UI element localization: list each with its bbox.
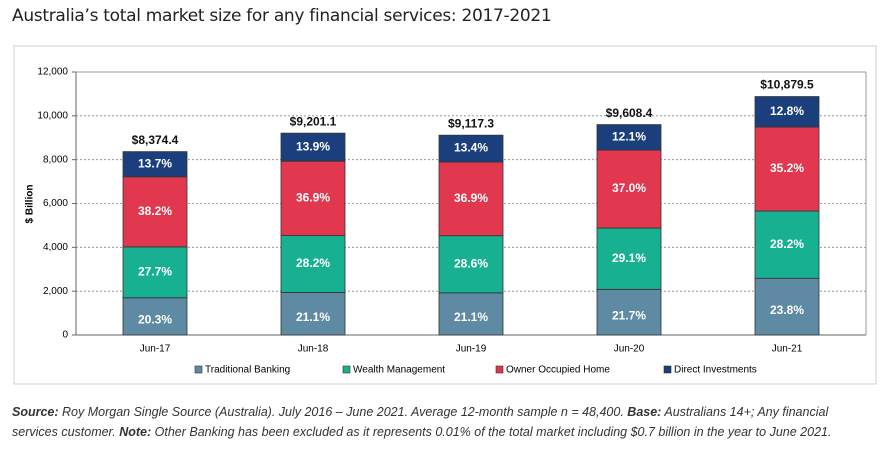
y-axis-label: $ Billion xyxy=(25,185,36,224)
bar-segment xyxy=(122,246,188,299)
y-tick-label: 10,000 xyxy=(37,110,68,121)
bar-segment xyxy=(122,176,188,248)
y-tick-label: 2,000 xyxy=(43,286,68,297)
bar-segment xyxy=(754,210,820,279)
legend-label: Direct Investments xyxy=(674,365,757,376)
legend-swatch xyxy=(194,365,203,374)
footnote-part: Other Banking has been excluded as it re… xyxy=(151,425,832,439)
chart-frame xyxy=(13,45,877,385)
bar-segment xyxy=(438,292,504,336)
bar-segment xyxy=(122,151,188,178)
bar-segment xyxy=(754,96,820,128)
total-label: $8,374.4 xyxy=(132,133,179,147)
data-label: 28.2% xyxy=(770,237,804,251)
footnote-part: Base: xyxy=(627,405,662,419)
data-label: 37.0% xyxy=(612,181,646,195)
data-label: 29.1% xyxy=(612,251,646,265)
footnote-part: Note: xyxy=(119,425,152,439)
data-label: 36.9% xyxy=(296,191,330,205)
y-tick-label: 6,000 xyxy=(43,198,68,209)
footnote-part: Australians 14+; Any financial services … xyxy=(12,405,829,439)
legend-swatch xyxy=(342,365,351,374)
bar-segment xyxy=(438,134,504,163)
bar-segment xyxy=(596,288,662,336)
total-label: $9,117.3 xyxy=(448,116,494,130)
data-label: 13.4% xyxy=(454,141,488,155)
data-label: 35.2% xyxy=(770,161,804,175)
x-tick-label: Jun-17 xyxy=(140,344,171,355)
bar-segment xyxy=(438,235,504,294)
bar-segment xyxy=(280,292,346,336)
data-label: 21.7% xyxy=(612,308,646,322)
bar-segment xyxy=(754,126,820,212)
data-label: 38.2% xyxy=(138,204,172,218)
x-tick-label: Jun-18 xyxy=(298,344,329,355)
data-label: 12.1% xyxy=(612,130,646,144)
footnote-part: Roy Morgan Single Source (Australia). Ju… xyxy=(58,405,628,419)
data-label: 28.2% xyxy=(296,256,330,270)
x-tick-label: Jun-21 xyxy=(772,344,803,355)
y-tick-label: 4,000 xyxy=(43,242,68,253)
data-label: 27.7% xyxy=(138,264,172,278)
data-label: 23.8% xyxy=(770,303,804,317)
bar-segment xyxy=(596,149,662,229)
bar-segment xyxy=(280,132,346,162)
bar-segment xyxy=(596,227,662,290)
y-tick-label: 0 xyxy=(62,330,68,341)
legend-label: Traditional Banking xyxy=(205,365,290,376)
total-label: $10,879.5 xyxy=(760,78,814,92)
data-label: 28.6% xyxy=(454,256,488,270)
data-label: 20.3% xyxy=(138,313,172,327)
data-label: 21.1% xyxy=(454,310,488,324)
total-label: $9,201.1 xyxy=(290,114,337,128)
x-tick-label: Jun-19 xyxy=(456,344,487,355)
x-tick-label: Jun-20 xyxy=(614,344,645,355)
chart: $ Billion 0 2,000 4,000 6,000 8,000 10,000 12,… xyxy=(13,45,877,385)
y-tick-label: 8,000 xyxy=(43,154,68,165)
footnote: Source: Roy Morgan Single Source (Austra… xyxy=(12,402,874,442)
legend-label: Wealth Management xyxy=(353,365,445,376)
data-label: 12.8% xyxy=(770,104,804,118)
footnote-part: Source: xyxy=(12,405,59,419)
bar-segment xyxy=(280,160,346,236)
data-label: 21.1% xyxy=(296,310,330,324)
data-label: 36.9% xyxy=(454,191,488,205)
chart-title: Australia’s total market size for any fi… xyxy=(12,6,552,26)
data-label: 13.7% xyxy=(138,156,172,170)
data-label: 13.9% xyxy=(296,139,330,153)
legend-label: Owner Occupied Home xyxy=(506,365,610,376)
y-tick-label: 12,000 xyxy=(37,67,68,78)
bar-segment xyxy=(754,277,820,336)
total-label: $9,608.4 xyxy=(606,106,653,120)
legend-swatch xyxy=(663,365,672,374)
legend-swatch xyxy=(495,365,504,374)
bar-segment xyxy=(280,235,346,293)
bar-segment xyxy=(438,161,504,237)
bar-segment xyxy=(596,124,662,151)
bar-segment xyxy=(122,297,188,336)
